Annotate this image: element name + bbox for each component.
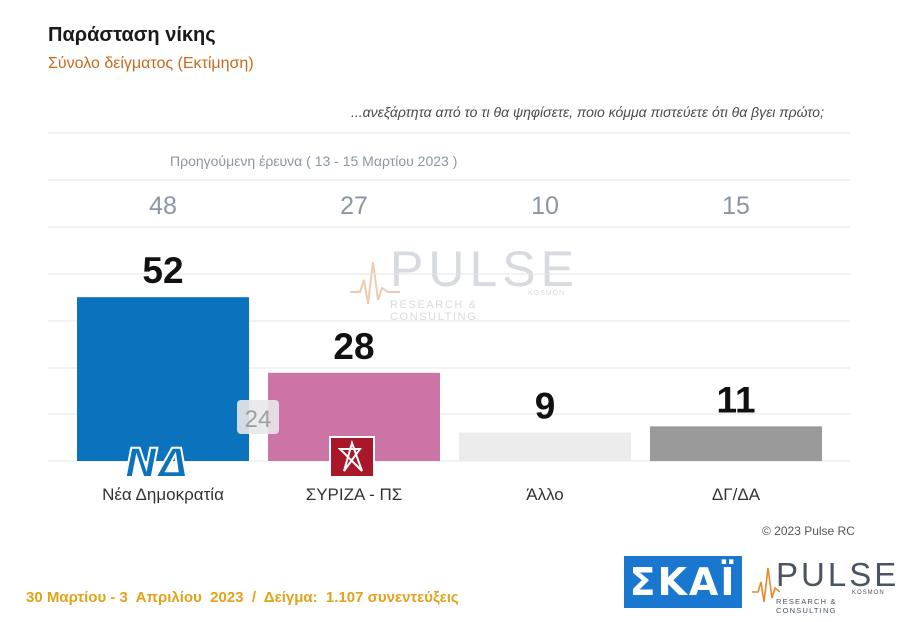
nd-logo: ΝΔ bbox=[125, 441, 189, 487]
annotation-box bbox=[237, 400, 279, 434]
pulse-logo-kosmos: KOSMON bbox=[852, 590, 885, 596]
previous-value-label: 15 bbox=[722, 192, 750, 220]
previous-value-label: 48 bbox=[149, 192, 177, 220]
watermark-word: PULSE bbox=[390, 241, 579, 297]
category-label: ΣΥΡΙΖΑ - ΠΣ bbox=[306, 485, 403, 504]
fieldwork-info: 30 Μαρτίου - 3 Απριλίου 2023 / Δείγμα: 1… bbox=[26, 589, 459, 606]
previous-survey-label: Προηγούμενη έρευνα ( 13 - 15 Μαρτίου 202… bbox=[170, 153, 458, 169]
bar-value-label: 11 bbox=[716, 379, 755, 420]
bar-value-label: 52 bbox=[142, 250, 183, 291]
pulse-logo-heartbeat-icon bbox=[752, 567, 780, 603]
bar bbox=[459, 432, 631, 461]
previous-value-label: 10 bbox=[531, 192, 559, 220]
copyright: © 2023 Pulse RC bbox=[762, 524, 855, 538]
watermark-tagline: RESEARCH & CONSULTING bbox=[390, 299, 478, 323]
chart-subtitle: Σύνολο δείγματος (Εκτίμηση) bbox=[48, 55, 254, 72]
bar bbox=[650, 426, 822, 461]
annotation-label: 24 bbox=[245, 406, 272, 433]
category-label: Άλλο bbox=[526, 485, 564, 504]
bar bbox=[77, 297, 249, 461]
bar-value-label: 28 bbox=[333, 326, 374, 367]
survey-question: ...ανεξάρτητα από το τι θα ψηφίσετε, ποι… bbox=[351, 104, 824, 120]
pulse-logo-tagline: RESEARCH & CONSULTING bbox=[776, 597, 837, 615]
pulse-watermark: PULSE KOSMON RESEARCH & CONSULTING bbox=[350, 240, 574, 323]
skai-logo: ΣΚΑΪ bbox=[624, 556, 742, 608]
chart-title: Παράσταση νίκης bbox=[48, 24, 216, 46]
pulse-logo: PULSE KOSMON RESEARCH & CONSULTING bbox=[752, 556, 896, 615]
syriza-star-shape bbox=[337, 439, 363, 472]
pulse-logo-word: PULSE bbox=[776, 556, 900, 593]
category-label: ΔΓ/ΔΑ bbox=[712, 485, 761, 504]
pulse-heartbeat-icon bbox=[350, 261, 400, 305]
category-label: Νέα Δημοκρατία bbox=[102, 485, 224, 504]
bar-value-label: 9 bbox=[535, 386, 556, 427]
previous-value-label: 27 bbox=[340, 192, 368, 220]
watermark-kosmos: KOSMON bbox=[528, 290, 566, 297]
